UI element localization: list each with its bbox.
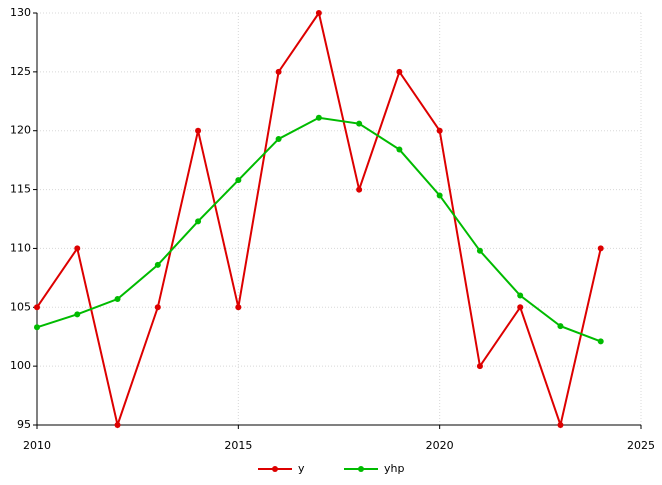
data-point bbox=[154, 261, 161, 268]
data-point bbox=[517, 304, 524, 311]
data-point bbox=[356, 120, 363, 127]
data-point bbox=[557, 323, 564, 330]
data-point bbox=[74, 311, 81, 318]
data-point bbox=[476, 247, 483, 254]
y-tick-label: 115 bbox=[10, 183, 31, 196]
data-point bbox=[195, 218, 202, 225]
data-point bbox=[235, 304, 242, 311]
y-tick-label: 125 bbox=[10, 65, 31, 78]
y-tick-label: 120 bbox=[10, 124, 31, 137]
x-tick-label: 2025 bbox=[627, 439, 655, 452]
data-point bbox=[315, 10, 322, 16]
legend-label: y bbox=[298, 462, 305, 475]
legend-marker bbox=[272, 466, 278, 472]
x-tick-label: 2015 bbox=[224, 439, 252, 452]
data-point bbox=[315, 114, 322, 121]
data-point bbox=[356, 186, 363, 193]
y-tick-label: 95 bbox=[17, 418, 31, 431]
data-point bbox=[154, 304, 161, 311]
data-point bbox=[195, 127, 202, 134]
data-point bbox=[275, 68, 282, 75]
data-point bbox=[517, 292, 524, 299]
data-point bbox=[34, 324, 40, 331]
data-point bbox=[396, 68, 403, 75]
data-point bbox=[74, 245, 81, 252]
data-point bbox=[436, 127, 443, 134]
x-tick-label: 2020 bbox=[426, 439, 454, 452]
y-tick-label: 110 bbox=[10, 241, 31, 254]
data-point bbox=[114, 422, 121, 428]
data-point bbox=[235, 177, 242, 184]
data-point bbox=[34, 304, 40, 311]
data-point bbox=[476, 363, 483, 370]
y-tick-label: 105 bbox=[10, 300, 31, 313]
data-point bbox=[114, 296, 121, 303]
data-point bbox=[557, 422, 564, 428]
data-point bbox=[597, 338, 604, 345]
data-point bbox=[275, 135, 282, 142]
legend-marker bbox=[358, 466, 364, 472]
legend-label: yhp bbox=[384, 462, 404, 475]
data-point bbox=[597, 245, 604, 252]
x-tick-label: 2010 bbox=[23, 439, 51, 452]
series-line bbox=[36, 10, 602, 429]
y-tick-label: 100 bbox=[10, 359, 31, 372]
series-line bbox=[36, 116, 602, 343]
y-tick-label: 130 bbox=[10, 6, 31, 19]
data-point bbox=[396, 146, 403, 153]
data-point bbox=[436, 192, 443, 199]
